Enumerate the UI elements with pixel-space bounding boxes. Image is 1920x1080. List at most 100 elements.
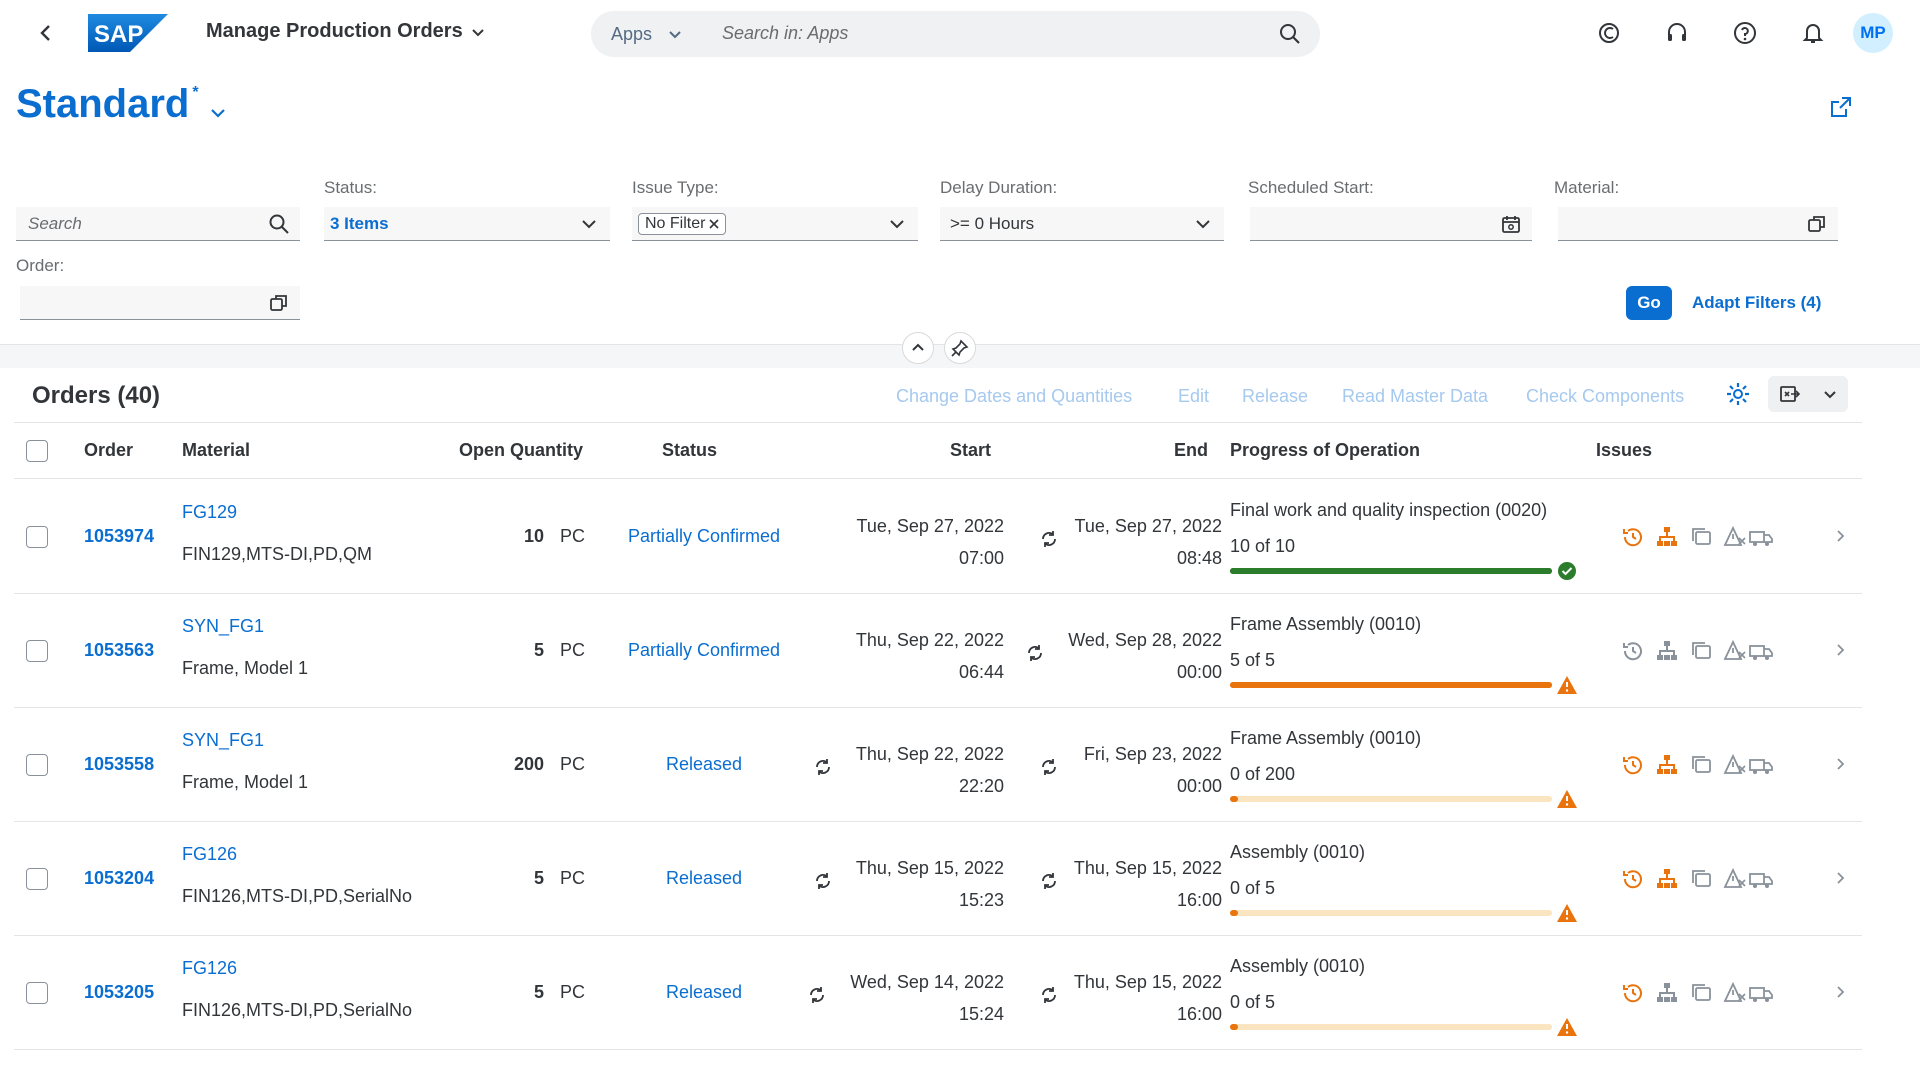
- row-checkbox[interactable]: [26, 754, 48, 776]
- row-checkbox[interactable]: [26, 640, 48, 662]
- warning-triangle-icon[interactable]: [1722, 524, 1748, 550]
- column-header-status[interactable]: Status: [662, 440, 718, 460]
- truck-icon[interactable]: [1748, 752, 1774, 778]
- hierarchy-icon[interactable]: [1654, 980, 1680, 1006]
- copy-icon[interactable]: [1688, 638, 1714, 664]
- truck-icon[interactable]: [1748, 980, 1774, 1006]
- copilot-icon[interactable]: [1596, 20, 1622, 46]
- calendar-icon[interactable]: [1500, 213, 1522, 235]
- column-header-start[interactable]: Start: [950, 440, 992, 460]
- column-header-open-quantity[interactable]: Open Quantity: [459, 440, 584, 460]
- value-help-icon[interactable]: [1806, 213, 1828, 235]
- table-row[interactable]: 1053558 SYN_FG1 Frame, Model 1 200 PC Re…: [14, 708, 1862, 822]
- value-help-icon[interactable]: [268, 292, 290, 314]
- copy-icon[interactable]: [1688, 980, 1714, 1006]
- table-row[interactable]: 1053204 FG126 FIN126,MTS-DI,PD,SerialNo …: [14, 822, 1862, 936]
- history-icon[interactable]: [1620, 752, 1646, 778]
- truck-icon[interactable]: [1748, 866, 1774, 892]
- column-header-end[interactable]: End: [1174, 440, 1208, 460]
- hierarchy-icon[interactable]: [1654, 524, 1680, 550]
- order-link[interactable]: 1053558: [84, 754, 155, 774]
- material-link[interactable]: SYN_FG1: [182, 616, 265, 636]
- select-all-checkbox[interactable]: [26, 440, 48, 462]
- share-icon[interactable]: [1828, 94, 1854, 120]
- collapse-header-button[interactable]: [902, 332, 934, 364]
- search-icon[interactable]: [268, 213, 290, 235]
- row-navigation-chevron-icon[interactable]: [1832, 866, 1850, 890]
- truck-icon[interactable]: [1748, 524, 1774, 550]
- order-link[interactable]: 1053205: [84, 982, 155, 1002]
- hierarchy-icon[interactable]: [1654, 752, 1680, 778]
- table-row[interactable]: 1053205 FG126 FIN126,MTS-DI,PD,SerialNo …: [14, 936, 1862, 1050]
- status-link[interactable]: Partially Confirmed: [627, 640, 781, 660]
- row-checkbox[interactable]: [26, 526, 48, 548]
- truck-icon[interactable]: [1748, 638, 1774, 664]
- column-header-issues[interactable]: Issues: [1596, 440, 1653, 460]
- copy-icon[interactable]: [1688, 866, 1714, 892]
- filter-search-input[interactable]: Search: [16, 207, 300, 241]
- global-search-input[interactable]: Search in: Apps: [722, 23, 849, 43]
- sap-logo[interactable]: SAP: [88, 14, 168, 52]
- table-row[interactable]: 1053563 SYN_FG1 Frame, Model 1 5 PC Part…: [14, 594, 1862, 708]
- back-icon[interactable]: [36, 20, 56, 46]
- history-icon[interactable]: [1620, 524, 1646, 550]
- status-link[interactable]: Released: [665, 982, 743, 1002]
- history-icon[interactable]: [1620, 866, 1646, 892]
- hierarchy-icon[interactable]: [1654, 638, 1680, 664]
- row-navigation-chevron-icon[interactable]: [1832, 752, 1850, 776]
- app-title-menu[interactable]: Manage Production Orders: [206, 20, 485, 43]
- material-filter-input[interactable]: [1558, 207, 1838, 241]
- pin-header-button[interactable]: [944, 332, 976, 364]
- status-link[interactable]: Released: [665, 868, 743, 888]
- adapt-filters-button[interactable]: Adapt Filters (4): [1692, 293, 1822, 312]
- column-header-progress[interactable]: Progress of Operation: [1230, 440, 1421, 460]
- order-link[interactable]: 1053974: [84, 526, 155, 546]
- row-checkbox[interactable]: [26, 868, 48, 890]
- variant-management[interactable]: Standard *: [16, 82, 227, 127]
- edit-button[interactable]: Edit: [1178, 386, 1210, 406]
- status-filter-select[interactable]: 3 Items: [324, 207, 610, 241]
- export-menu-button[interactable]: [1768, 376, 1848, 412]
- warning-triangle-icon[interactable]: [1722, 752, 1748, 778]
- table-row[interactable]: 1053974 FG129 FIN129,MTS-DI,PD,QM 10 PC …: [14, 480, 1862, 594]
- issue-type-filter-select[interactable]: No Filter: [632, 207, 918, 241]
- headset-icon[interactable]: [1664, 20, 1690, 46]
- order-link[interactable]: 1053563: [84, 640, 155, 660]
- row-navigation-chevron-icon[interactable]: [1832, 524, 1850, 548]
- material-link[interactable]: FG126: [182, 958, 238, 978]
- delay-duration-filter-select[interactable]: >= 0 Hours: [940, 207, 1224, 241]
- search-scope-select[interactable]: Apps: [611, 24, 682, 45]
- change-dates-quantities-button[interactable]: Change Dates and Quantities: [896, 386, 1133, 406]
- hierarchy-icon[interactable]: [1654, 866, 1680, 892]
- order-link[interactable]: 1053204: [84, 868, 155, 888]
- avatar[interactable]: MP: [1853, 13, 1893, 53]
- history-icon[interactable]: [1620, 638, 1646, 664]
- copy-icon[interactable]: [1688, 524, 1714, 550]
- warning-triangle-icon[interactable]: [1722, 866, 1748, 892]
- status-link[interactable]: Partially Confirmed: [627, 526, 781, 546]
- check-components-button[interactable]: Check Components: [1526, 386, 1685, 406]
- search-icon[interactable]: [1278, 22, 1302, 46]
- row-navigation-chevron-icon[interactable]: [1832, 980, 1850, 1004]
- row-checkbox[interactable]: [26, 982, 48, 1004]
- go-button[interactable]: Go: [1626, 286, 1672, 320]
- material-link[interactable]: FG126: [182, 844, 238, 864]
- material-link[interactable]: SYN_FG1: [182, 730, 265, 750]
- copy-icon[interactable]: [1688, 752, 1714, 778]
- column-header-material[interactable]: Material: [182, 440, 251, 460]
- row-navigation-chevron-icon[interactable]: [1832, 638, 1850, 662]
- filter-token[interactable]: No Filter: [638, 212, 727, 235]
- settings-icon[interactable]: [1724, 380, 1752, 408]
- close-icon[interactable]: [709, 218, 720, 229]
- material-link[interactable]: FG129: [182, 502, 238, 522]
- warning-triangle-icon[interactable]: [1722, 638, 1748, 664]
- warning-triangle-icon[interactable]: [1722, 980, 1748, 1006]
- history-icon[interactable]: [1620, 980, 1646, 1006]
- column-header-order[interactable]: Order: [84, 440, 134, 460]
- bell-icon[interactable]: [1800, 20, 1826, 46]
- help-icon[interactable]: [1732, 20, 1758, 46]
- status-link[interactable]: Released: [665, 754, 743, 774]
- order-filter-input[interactable]: [20, 286, 300, 320]
- scheduled-start-date-input[interactable]: [1250, 207, 1532, 241]
- release-button[interactable]: Release: [1242, 386, 1309, 406]
